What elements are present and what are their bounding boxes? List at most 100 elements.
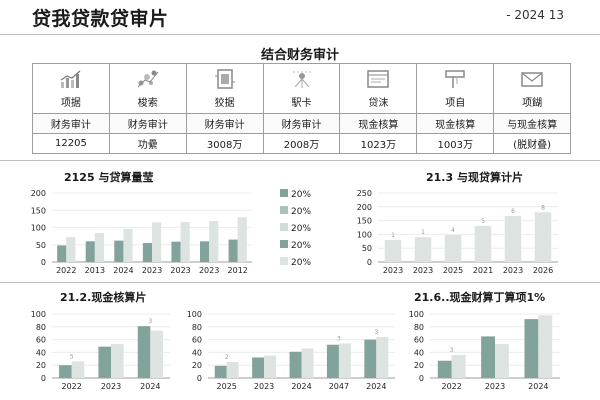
bar [228, 239, 238, 262]
x-tick-label: 2023 [413, 266, 433, 275]
bar [237, 217, 247, 262]
y-tick-label: 0 [41, 258, 46, 267]
y-tick-label: 0 [419, 374, 424, 383]
x-tick-label: 2026 [533, 266, 553, 275]
y-tick-label: 40 [36, 348, 46, 357]
bar [200, 241, 210, 262]
legend-swatch [280, 257, 288, 265]
bar [524, 319, 539, 378]
summary-icon-cell: 駅卡 [263, 64, 341, 114]
y-tick-label: 80 [414, 323, 424, 332]
x-tick-label: 2024 [366, 382, 386, 391]
y-tick-label: 60 [192, 336, 202, 345]
summary-icon-label: 项据 [60, 98, 81, 109]
x-tick-label: 2025 [217, 382, 237, 391]
scatter-chart-icon [137, 70, 159, 88]
x-tick-label: 2022 [61, 382, 81, 391]
bar [495, 344, 509, 378]
y-tick-label: 40 [192, 348, 202, 357]
bar [538, 315, 553, 378]
summary-header-cell: 财务审计 [33, 114, 110, 134]
bar [111, 344, 124, 378]
page-title: 贷我贷款贷审片 [32, 8, 169, 30]
y-tick-label: 100 [31, 310, 46, 319]
y-tick-label: 60 [414, 336, 424, 345]
bar [474, 225, 492, 262]
bar [384, 239, 402, 262]
x-tick-label: 2023 [142, 266, 162, 275]
data-label: 6 [511, 208, 515, 215]
legend-swatch [280, 206, 288, 214]
y-tick-label: 100 [409, 310, 424, 319]
bar [142, 243, 152, 262]
section-divider-2 [0, 282, 600, 283]
legend-label: 20% [291, 224, 311, 234]
bar [59, 365, 72, 378]
x-tick-label: 2023 [503, 266, 523, 275]
summary-value-cell: (脱财叠) [494, 134, 572, 154]
summary-icon-cell: 梭索 [109, 64, 187, 114]
y-tick-label: 0 [41, 374, 46, 383]
x-tick-label: 2025 [443, 266, 463, 275]
data-label: 3 [374, 329, 378, 336]
window-icon [367, 70, 390, 88]
chart-title: 21.6..现金财算丁算项1% [414, 290, 545, 304]
chart-title: 21.3 与现贷算计片 [426, 170, 523, 184]
bar [66, 237, 76, 262]
y-tick-label: 0 [367, 258, 372, 267]
bar [338, 343, 351, 378]
data-label: 3 [450, 347, 454, 354]
summary-value-cell: 功纍 [109, 134, 187, 154]
header-divider [0, 34, 600, 35]
data-label: 1 [421, 229, 425, 236]
y-tick-label: 80 [192, 323, 202, 332]
summary-table: 项据 梭索 狡据 駅卡 贷沫 项自 项餬 财务审计 财务审计 财务审计 财务审计 现金核算 现金核算与… [32, 63, 572, 154]
data-label: 1 [391, 232, 395, 239]
data-label: 3 [148, 318, 152, 325]
data-label: 4 [451, 227, 455, 234]
legend-label: 20% [291, 190, 311, 200]
summary-header-row: 财务审计 财务审计 财务审计 财务审计 现金核算 现金核算 与现金核算 [33, 114, 572, 134]
y-tick-label: 200 [31, 189, 46, 198]
y-tick-label: 250 [357, 189, 372, 198]
bar [209, 220, 219, 262]
summary-header-cell: 财务审计 [263, 114, 341, 134]
x-tick-label: 2022 [441, 382, 461, 391]
summary-value-cell: 3008万 [186, 134, 264, 154]
y-tick-label: 100 [357, 230, 372, 239]
legend-swatch [280, 189, 288, 197]
x-tick-label: 2024 [291, 382, 311, 391]
legend-label: 20% [291, 207, 311, 217]
x-tick-label: 2024 [113, 266, 133, 275]
summary-icon-cell: 项餬 [494, 64, 572, 114]
bar [94, 233, 104, 262]
bar [534, 212, 552, 262]
x-tick-label: 2012 [228, 266, 248, 275]
bar [414, 237, 432, 262]
bar [326, 344, 339, 378]
chart-title: 21.2.现金核算片 [60, 290, 146, 304]
bar-chart-icon [60, 70, 81, 88]
bar [123, 228, 133, 262]
y-tick-label: 80 [36, 323, 46, 332]
data-label: 3 [337, 335, 341, 342]
summary-header-cell: 现金核算 [340, 114, 418, 134]
summary-value-cell: 1023万 [340, 134, 418, 154]
x-tick-label: 2021 [473, 266, 493, 275]
x-tick-label: 2023 [170, 266, 190, 275]
summary-icon-label: 项自 [445, 98, 466, 109]
banner-icon [445, 70, 465, 88]
y-tick-label: 20 [414, 361, 424, 370]
summary-header-cell: 财务审计 [186, 114, 264, 134]
bar [171, 241, 181, 262]
summary-icon-label: 駅卡 [291, 98, 312, 109]
data-label: 5 [481, 218, 485, 225]
summary-header-cell: 与现金核算 [494, 114, 572, 134]
legend-swatch [280, 223, 288, 231]
summary-header-cell: 现金核算 [417, 114, 495, 134]
legend-swatch [280, 240, 288, 248]
bar [114, 240, 124, 262]
bar [180, 221, 190, 262]
y-tick-label: 20 [36, 361, 46, 370]
x-tick-label: 2013 [85, 266, 105, 275]
